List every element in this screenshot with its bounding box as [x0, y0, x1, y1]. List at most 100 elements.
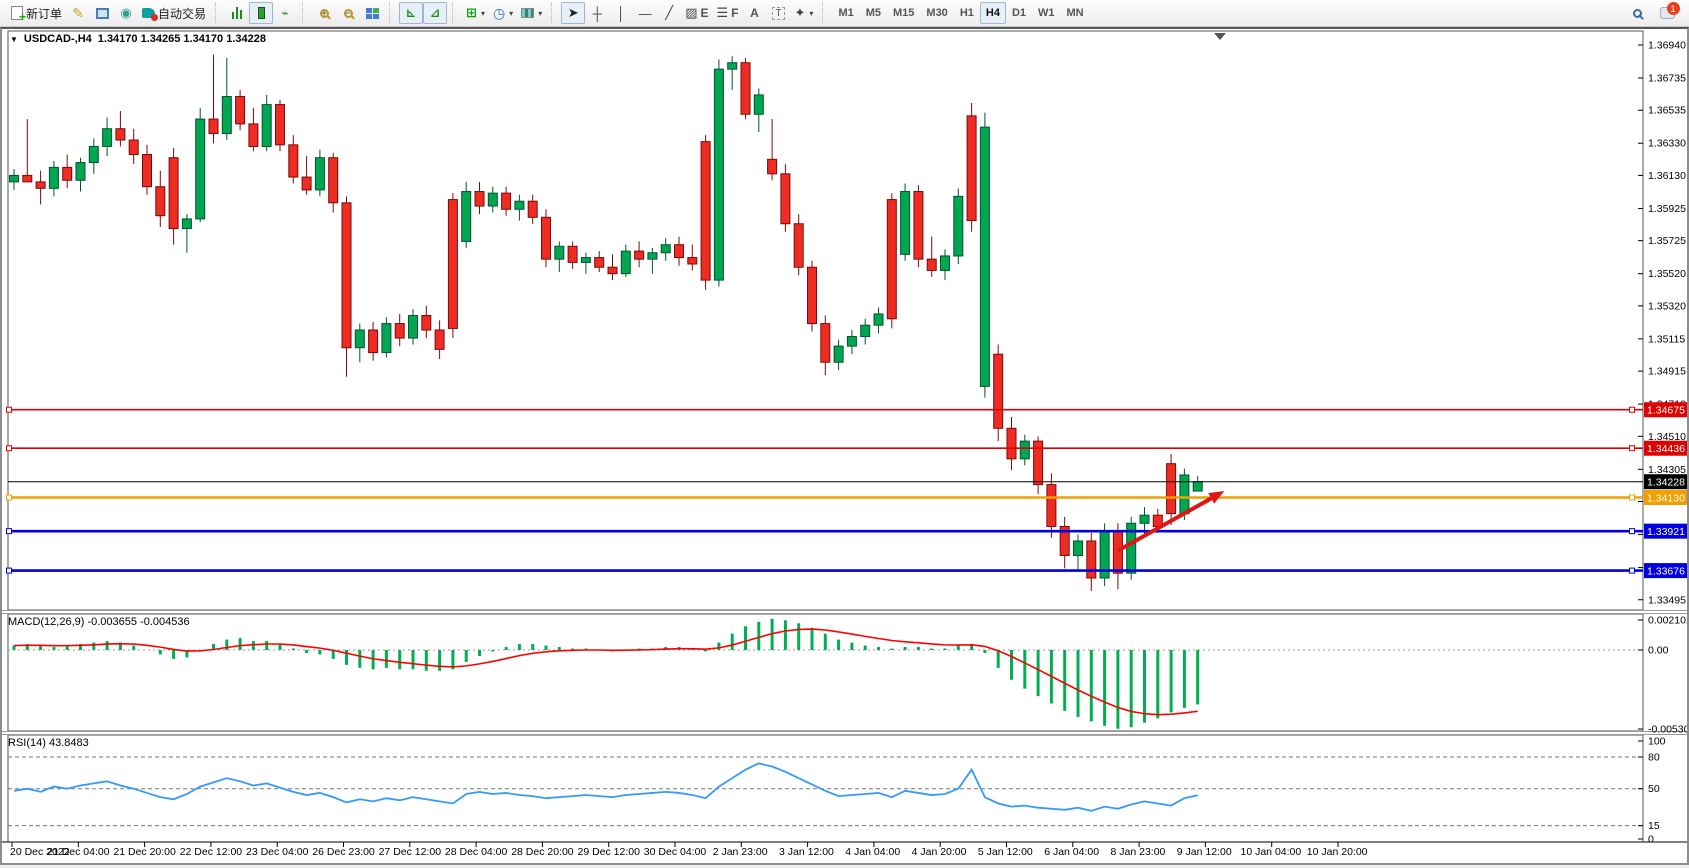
svg-text:1.36940: 1.36940	[1648, 40, 1686, 52]
candle	[394, 323, 405, 339]
line-anchor[interactable]	[1629, 528, 1635, 535]
timeframe-m5[interactable]: M5	[865, 7, 881, 19]
bar-chart-button[interactable]	[225, 2, 249, 24]
candle	[434, 329, 445, 350]
chevron-down-icon: ▾	[809, 8, 814, 18]
line-anchor[interactable]	[6, 406, 12, 413]
vertical-line-button[interactable]: │	[609, 2, 633, 24]
arrows-button[interactable]: ✦ ▾	[791, 2, 818, 24]
trendline-button[interactable]: ╱	[657, 2, 681, 24]
main-toolbar: 新订单 ✎ ◉ 自动交易 ⌁ + −	[0, 0, 1689, 27]
chart-shift-button[interactable]: ⊿	[423, 2, 448, 24]
line-chart-button[interactable]: ⌁	[273, 2, 297, 24]
timeframe-d1[interactable]: D1	[1011, 7, 1026, 19]
signals-button[interactable]: ◉	[114, 2, 138, 24]
svg-text:0.00: 0.00	[1648, 645, 1669, 657]
chart-window[interactable]: ▼ USDCAD-,H4 1.34170 1.34265 1.34170 1.3…	[0, 27, 1689, 865]
candle	[1126, 522, 1137, 574]
price-chart-canvas[interactable]: 1.36940 1.36735 1.36535 1.36330 1.36130 1.359…	[2, 29, 1689, 863]
candle	[128, 139, 139, 156]
autotrading-icon	[142, 8, 159, 21]
templates-button[interactable]: ▾	[517, 2, 546, 24]
crosshair-button[interactable]: ┼	[585, 2, 609, 24]
candle	[115, 128, 126, 141]
chart-shift-marker[interactable]	[1214, 33, 1226, 40]
rsi-label: RSI(14) 43.8483	[8, 737, 89, 749]
text-button[interactable]: A	[743, 2, 767, 24]
candle	[195, 118, 206, 220]
horizontal-line-button[interactable]: —	[633, 2, 657, 24]
price-badge	[1644, 563, 1689, 579]
line-anchor[interactable]	[6, 494, 12, 501]
indicators-button[interactable]: ⊞ ▾	[462, 2, 489, 24]
zoom-out-button[interactable]: −	[336, 2, 360, 24]
line-anchor[interactable]	[1629, 494, 1635, 501]
line-anchor[interactable]	[6, 567, 12, 574]
toolbar-separator	[822, 3, 827, 23]
candle	[886, 199, 897, 320]
candle	[75, 162, 86, 181]
candle	[368, 329, 379, 354]
new-order-button[interactable]: 新订单	[7, 2, 66, 24]
channel-letter: E	[700, 6, 709, 20]
trend-arrow[interactable]	[1116, 491, 1225, 553]
candlestick-chart-button[interactable]	[249, 2, 274, 24]
line-anchor[interactable]	[6, 445, 12, 452]
auto-scroll-icon: ⊾	[406, 6, 417, 20]
timeframe-m1[interactable]: M1	[838, 7, 854, 19]
channel-button[interactable]: ▨ E	[681, 2, 712, 24]
candle	[820, 323, 831, 363]
timeframe-mn[interactable]: MN	[1066, 7, 1084, 19]
fibonacci-button[interactable]: ☰ F	[713, 2, 743, 24]
svg-text:1.33676: 1.33676	[1647, 566, 1685, 578]
zoom-out-icon: −	[343, 7, 353, 18]
price-badge	[1644, 523, 1689, 539]
svg-text:1.35925: 1.35925	[1648, 203, 1686, 215]
timeframe-h4[interactable]: H4	[979, 2, 1006, 24]
svg-text:0: 0	[1648, 834, 1654, 846]
candle	[674, 244, 684, 259]
time-label: 29 Dec 12:00	[578, 846, 641, 858]
trendline-icon: ╱	[665, 5, 674, 20]
candle	[328, 157, 339, 204]
line-anchor[interactable]	[1629, 406, 1635, 413]
price-badges: 1.34675 1.34436 1.34130 1.33921 1.33676 1.342…	[1644, 402, 1689, 579]
zoom-in-icon: +	[319, 7, 329, 18]
candle	[1166, 463, 1177, 515]
price-badge	[1644, 489, 1689, 505]
chevron-down-icon[interactable]: ▼	[10, 34, 18, 44]
time-label: 21 Dec 20:00	[113, 846, 176, 858]
search-button[interactable]	[1625, 2, 1649, 24]
svg-text:50: 50	[1648, 783, 1660, 795]
line-anchor[interactable]	[1629, 445, 1635, 452]
svg-text:15: 15	[1648, 820, 1660, 832]
timeframe-w1[interactable]: W1	[1038, 7, 1055, 19]
timeframe-m30[interactable]: M30	[926, 7, 948, 19]
tile-windows-icon	[365, 7, 379, 19]
metaeditor-button[interactable]: ✎	[66, 2, 90, 24]
candle	[1086, 540, 1097, 579]
line-anchor[interactable]	[6, 528, 12, 535]
autotrading-button[interactable]: 自动交易	[138, 2, 210, 24]
periods-button[interactable]: ◷ ▾	[489, 2, 517, 24]
tile-windows-button[interactable]	[360, 2, 384, 24]
svg-text:1.36130: 1.36130	[1648, 170, 1686, 182]
timeframe-m15[interactable]: M15	[893, 7, 915, 19]
candle	[235, 96, 246, 125]
candle	[22, 174, 33, 183]
line-anchor[interactable]	[1629, 567, 1635, 574]
svg-text:-0.005303: -0.005303	[1648, 724, 1687, 736]
auto-scroll-button[interactable]: ⊾	[399, 2, 424, 24]
text-label-button[interactable]: T	[767, 2, 791, 24]
toolbar-separator	[389, 3, 394, 23]
cursor-button[interactable]: ➤	[561, 2, 586, 24]
candle	[966, 115, 977, 222]
time-label: 27 Dec 12:00	[379, 846, 442, 858]
timeframe-h1[interactable]: H1	[959, 7, 974, 19]
macd-signal-line	[13, 628, 1198, 716]
cursor-icon: ➤	[567, 5, 579, 20]
zoom-in-button[interactable]: +	[312, 2, 336, 24]
terminal-button[interactable]	[90, 2, 114, 24]
notifications-button[interactable]: 1	[1655, 2, 1680, 24]
